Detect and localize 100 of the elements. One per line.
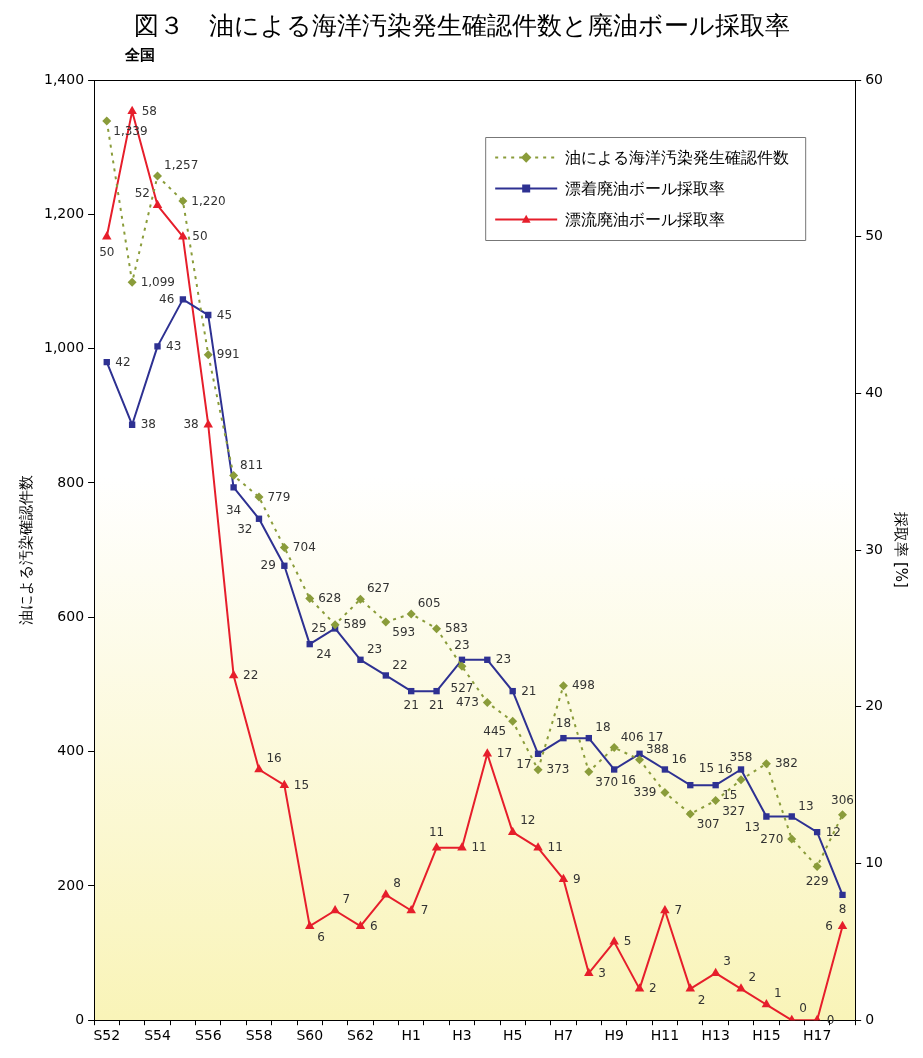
y-axis-title: 油による汚染確認件数 — [16, 475, 35, 626]
point — [330, 620, 340, 630]
point — [330, 905, 340, 914]
data-label: 15 — [698, 761, 715, 776]
data-label: 6 — [317, 930, 325, 945]
data-label: 2 — [697, 992, 706, 1007]
data-label: 3 — [598, 965, 606, 980]
data-label: 327 — [722, 803, 746, 818]
data-label: 583 — [445, 621, 468, 636]
point — [584, 967, 594, 976]
point — [636, 750, 643, 757]
y-tick-label: 600 — [57, 607, 85, 624]
data-label: 21 — [428, 698, 445, 713]
point — [279, 779, 290, 788]
point — [660, 905, 670, 914]
data-label: 406 — [620, 729, 644, 744]
y2-axis-title: 採取率 [%] — [892, 512, 911, 588]
point — [788, 813, 795, 820]
data-label: 38 — [183, 417, 199, 432]
y2-tick-label: 50 — [865, 227, 884, 244]
data-label: 43 — [166, 339, 182, 354]
data-label: 306 — [831, 792, 854, 807]
data-label: 13 — [798, 798, 814, 813]
point — [736, 775, 746, 785]
data-label: 2 — [649, 981, 657, 996]
data-label: 18 — [555, 716, 572, 731]
data-label: 7 — [342, 891, 351, 906]
data-label: 473 — [455, 695, 479, 710]
legend-label: 漂流廃油ボール採取率 — [565, 209, 726, 229]
data-label: 3 — [723, 954, 731, 969]
point — [254, 763, 264, 773]
point — [761, 999, 772, 1008]
point — [634, 983, 645, 992]
data-label: 991 — [216, 347, 240, 362]
data-label: 7 — [674, 903, 683, 918]
y-tick-label: 1,000 — [43, 339, 85, 356]
point — [127, 105, 137, 115]
data-label: 58 — [141, 103, 157, 118]
y-tick-label: 1,400 — [43, 70, 85, 87]
data-label: 627 — [366, 581, 390, 596]
data-label: 21 — [521, 683, 537, 698]
data-label: 32 — [237, 521, 253, 536]
y2-tick-label: 10 — [865, 854, 884, 871]
point — [102, 116, 112, 126]
data-label: 12 — [520, 813, 536, 828]
data-label: 42 — [115, 354, 131, 369]
data-label: 25 — [311, 621, 327, 636]
point — [558, 873, 569, 882]
data-label: 498 — [571, 678, 595, 693]
point — [382, 672, 390, 679]
point — [610, 766, 618, 773]
data-label: 16 — [620, 772, 636, 787]
point — [737, 766, 745, 773]
point — [457, 661, 467, 671]
point — [178, 231, 188, 240]
point — [178, 196, 188, 206]
data-label: 29 — [260, 558, 276, 573]
data-label: 270 — [760, 831, 784, 846]
point — [406, 905, 416, 914]
data-label: 21 — [403, 698, 419, 713]
x-tick-label: S54 — [144, 1027, 171, 1044]
data-label: 527 — [450, 681, 474, 696]
data-label: 589 — [343, 617, 367, 632]
point — [179, 296, 187, 303]
point — [812, 861, 822, 871]
y-tick-label: 400 — [57, 742, 85, 759]
x-tick-label: H17 — [802, 1027, 832, 1044]
data-label: 46 — [159, 292, 175, 307]
data-label: 38 — [140, 417, 156, 432]
data-label: 2 — [748, 969, 757, 984]
data-label: 23 — [366, 641, 383, 656]
data-label: 307 — [696, 817, 720, 832]
data-label: 18 — [595, 720, 611, 735]
data-label: 229 — [805, 873, 829, 888]
data-label: 6 — [825, 918, 834, 933]
point — [482, 748, 493, 757]
y-tick-label: 1,200 — [43, 204, 85, 221]
data-label: 23 — [495, 652, 512, 667]
point — [710, 967, 721, 976]
data-label: 0 — [799, 1001, 807, 1016]
data-label: 22 — [243, 668, 259, 683]
y-tick-label: 200 — [57, 876, 85, 893]
x-tick-label: H5 — [502, 1027, 523, 1044]
legend-label: 漂着廃油ボール採取率 — [565, 178, 726, 198]
data-label: 17 — [496, 746, 513, 761]
point — [584, 767, 594, 777]
point — [230, 484, 237, 491]
x-tick-label: S52 — [93, 1027, 121, 1044]
data-label: 50 — [99, 244, 115, 259]
y2-tick-label: 0 — [865, 1010, 875, 1027]
data-label: 373 — [546, 762, 570, 777]
data-label: 8 — [838, 901, 847, 916]
x-tick-label: S56 — [194, 1027, 222, 1044]
point — [381, 617, 391, 627]
x-tick-label: H11 — [650, 1027, 680, 1044]
data-label: 24 — [316, 647, 332, 662]
data-label: 370 — [595, 774, 619, 789]
x-tick-label: S58 — [245, 1027, 273, 1044]
data-label: 811 — [240, 457, 264, 472]
x-tick-label: H13 — [701, 1027, 730, 1044]
